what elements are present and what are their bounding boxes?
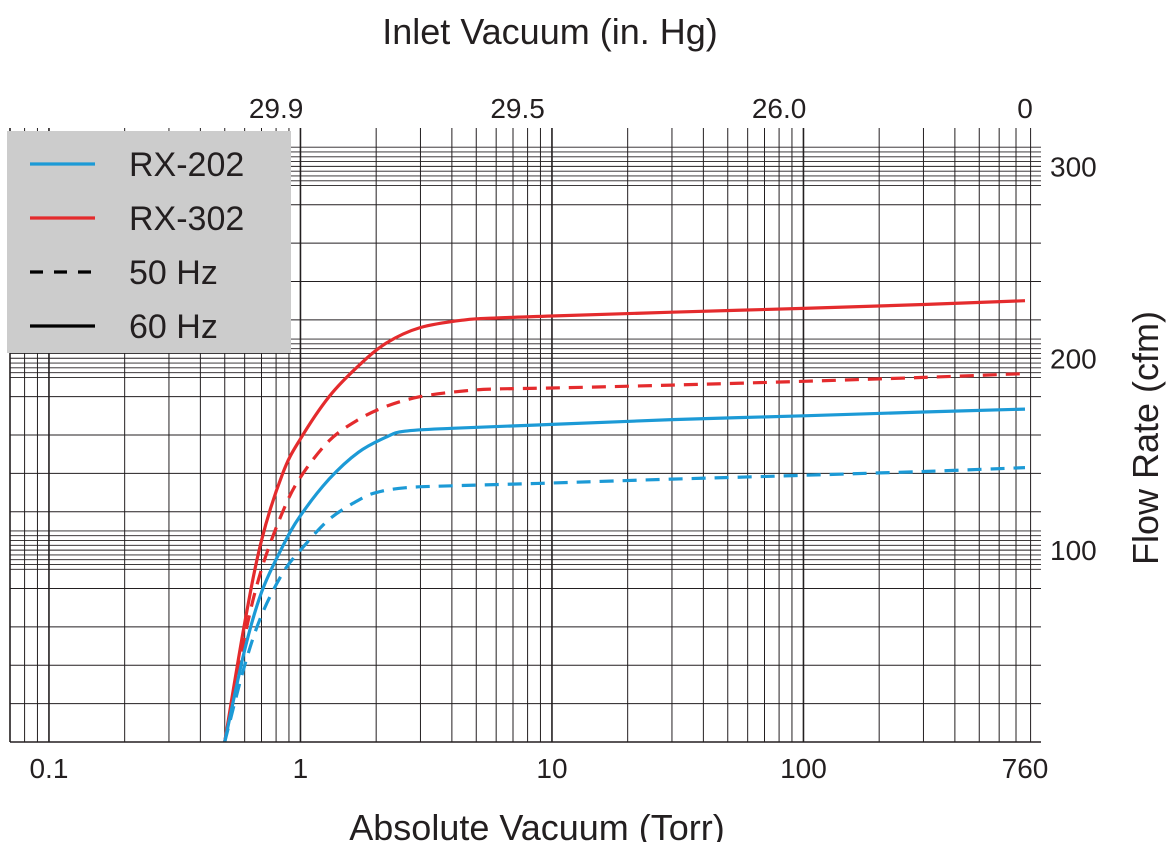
x-tick-label: 1 (293, 753, 309, 784)
x-tick-label: 100 (780, 753, 827, 784)
top-axis-title: Inlet Vacuum (in. Hg) (382, 11, 717, 52)
bottom-axis-title: Absolute Vacuum (Torr) (349, 807, 724, 842)
legend-box (7, 131, 291, 353)
y-tick-label: 100 (1050, 535, 1097, 566)
series-line-rx-202-60hz (223, 407, 1026, 743)
legend: RX-202 RX-302 50 Hz 60 Hz (7, 131, 291, 353)
top-tick-label: 29.9 (249, 93, 304, 124)
legend-label: 60 Hz (129, 308, 218, 346)
axis-titles: Inlet Vacuum (in. Hg) Absolute Vacuum (T… (349, 11, 1166, 847)
top-tick-label: 29.5 (490, 93, 545, 124)
series-lines (223, 299, 1026, 743)
tick-labels: 0.1 1 10 100 760 29.9 29.5 26.0 0 100 200 300 (29, 93, 1096, 784)
y-tick-label: 300 (1050, 151, 1097, 182)
right-axis-title: Flow Rate (cfm) (1125, 311, 1166, 565)
x-tick-label: 10 (536, 753, 567, 784)
x-tick-label: 0.1 (29, 753, 68, 784)
y-tick-label: 200 (1050, 343, 1097, 374)
series-line-rx-302-50hz (223, 372, 1026, 743)
top-tick-label: 26.0 (752, 93, 807, 124)
legend-label: RX-302 (129, 200, 244, 238)
x-tick-label: 760 (1002, 753, 1049, 784)
legend-label: RX-202 (129, 146, 244, 184)
series-line-rx-302-60hz (223, 299, 1026, 743)
series-line-rx-202-50hz (223, 466, 1026, 743)
legend-label: 50 Hz (129, 254, 218, 292)
top-tick-label: 0 (1017, 93, 1033, 124)
